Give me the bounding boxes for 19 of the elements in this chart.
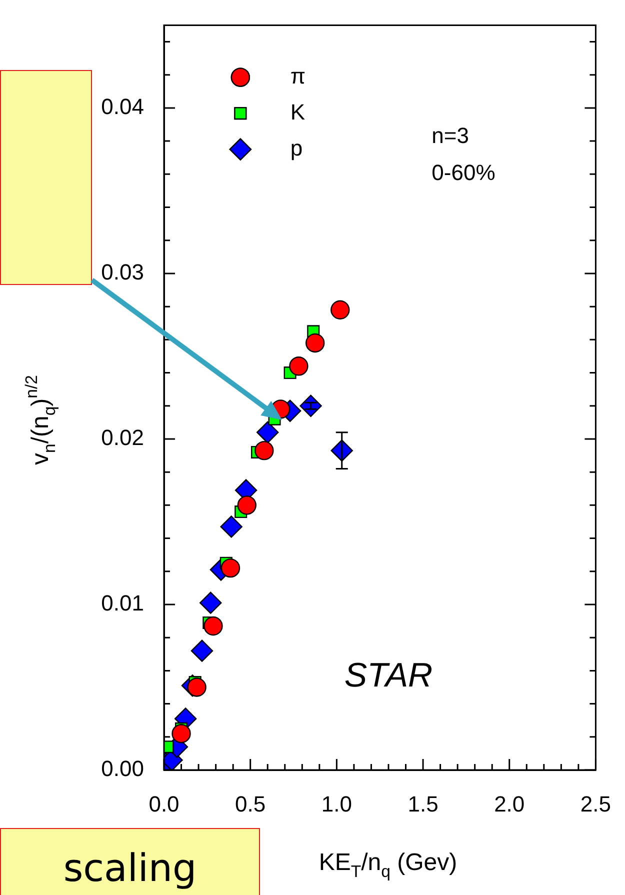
y-tick-label: 0.04: [101, 94, 144, 120]
x-tick-label: 0.0: [148, 791, 180, 816]
y-tick-label: 0.03: [101, 260, 144, 285]
text: scaling: [0, 828, 260, 895]
x-tick-label: 2.0: [494, 791, 525, 816]
legend-label: K: [290, 99, 306, 124]
x-tick-label: 1.0: [321, 791, 352, 816]
y-tick-label: 0.00: [101, 756, 144, 782]
x-tick-label: 0.5: [235, 791, 266, 816]
y-tick-label: 0.02: [101, 425, 144, 450]
legend-label: p: [290, 135, 303, 160]
annotation: n=3: [432, 122, 469, 148]
annotation: STAR: [344, 656, 433, 694]
annotation: 0-60%: [432, 160, 496, 186]
x-tick-label: 2.5: [580, 791, 612, 816]
legend-label: π: [290, 63, 306, 88]
y-axis-title: vn/(nq)n/2: [22, 374, 60, 465]
y-tick-label: 0.01: [101, 590, 144, 616]
x-tick-label: 1.5: [408, 791, 438, 816]
